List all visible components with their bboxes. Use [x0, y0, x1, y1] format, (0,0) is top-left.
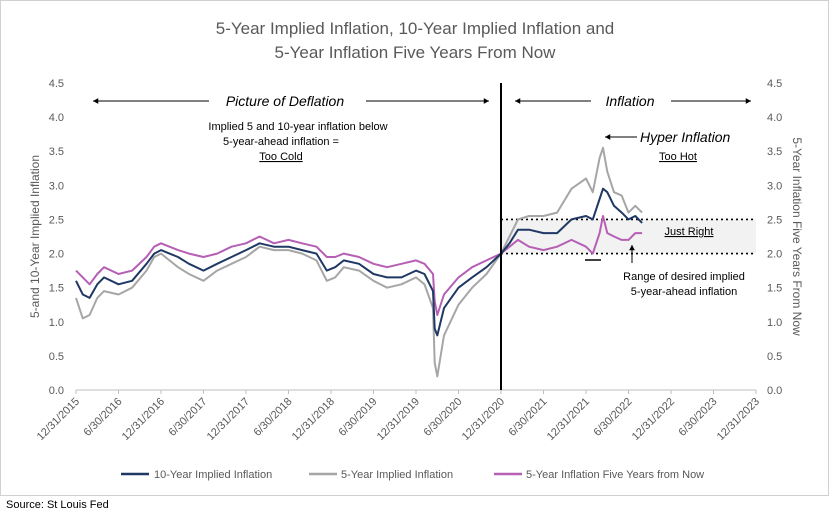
- y-tick-right: 4.0: [767, 112, 782, 124]
- x-tick-label: 6/30/2022: [592, 396, 635, 439]
- y-tick-left: 1.0: [49, 317, 64, 329]
- y-tick-left: 1.5: [49, 283, 64, 295]
- y-axis-title-right: 5-Year Inflation Five Years From Now: [790, 137, 804, 336]
- y-axis-title-left: 5-and 10-Year Implied Inflation: [28, 155, 42, 318]
- x-tick-label: 12/31/2015: [35, 396, 82, 443]
- too-cold-line2: 5-year-ahead inflation =: [223, 136, 339, 148]
- legend-label-10y: 10-Year Implied Inflation: [154, 469, 272, 481]
- chart-frame: 5-Year Implied Inflation, 10-Year Implie…: [0, 0, 829, 496]
- chart-title-line2: 5-Year Inflation Five Years From Now: [275, 43, 557, 62]
- x-tick-label: 12/31/2018: [290, 396, 337, 443]
- inflation-chart: 5-Year Implied Inflation, 10-Year Implie…: [28, 19, 804, 481]
- x-tick-label: 6/30/2020: [422, 396, 465, 439]
- x-tick-label: 12/31/2021: [545, 396, 592, 443]
- range-line2: 5-year-ahead inflation: [631, 286, 737, 298]
- just-right-band: [501, 219, 756, 254]
- range-arrow-up-head: [629, 245, 635, 251]
- y-tick-left: 0.0: [49, 385, 64, 397]
- just-right-label: Just Right: [665, 226, 714, 238]
- x-tick-label: 12/31/2022: [630, 396, 677, 443]
- y-tick-right: 0.5: [767, 351, 782, 363]
- hyper-inflation-label: Hyper Inflation: [640, 129, 730, 145]
- range-line1: Range of desired implied: [623, 271, 745, 283]
- series-line-2: [75, 215, 643, 316]
- inflation-label: Inflation: [605, 93, 654, 109]
- y-tick-right: 3.5: [767, 146, 782, 158]
- too-hot-label: Too Hot: [659, 151, 697, 163]
- y-tick-right: 1.0: [767, 317, 782, 329]
- x-tick-label: 6/30/2023: [677, 396, 720, 439]
- deflation-label: Picture of Deflation: [226, 93, 344, 109]
- y-tick-right: 4.5: [767, 78, 782, 90]
- x-tick-label: 6/30/2019: [337, 396, 380, 439]
- y-tick-right: 3.0: [767, 180, 782, 192]
- x-tick-label: 12/31/2023: [715, 396, 762, 443]
- y-tick-left: 0.5: [49, 351, 64, 363]
- too-cold-line3: Too Cold: [259, 151, 302, 163]
- inflation-arrow-left-head: [515, 98, 521, 104]
- x-tick-label: 6/30/2018: [252, 396, 295, 439]
- legend-label-5y5y: 5-Year Inflation Five Years from Now: [526, 469, 704, 481]
- y-tick-left: 4.5: [49, 78, 64, 90]
- y-tick-right: 2.5: [767, 214, 782, 226]
- x-tick-label: 12/31/2020: [460, 396, 507, 443]
- hyper-arrow-head: [605, 134, 611, 140]
- y-tick-right: 0.0: [767, 385, 782, 397]
- y-tick-left: 2.0: [49, 249, 64, 261]
- x-tick-label: 6/30/2017: [167, 396, 210, 439]
- too-cold-line1: Implied 5 and 10-year inflation below: [208, 121, 387, 133]
- y-tick-left: 2.5: [49, 214, 64, 226]
- x-tick-label: 12/31/2016: [120, 396, 167, 443]
- x-tick-label: 12/31/2017: [205, 396, 252, 443]
- inflation-arrow-right-head: [745, 98, 751, 104]
- x-tick-label: 12/31/2019: [375, 396, 422, 443]
- deflation-arrow-left-head: [93, 98, 99, 104]
- x-tick-label: 6/30/2016: [82, 396, 125, 439]
- x-tick-label: 6/30/2021: [507, 396, 550, 439]
- legend-label-5y: 5-Year Implied Inflation: [341, 469, 453, 481]
- chart-title-line1: 5-Year Implied Inflation, 10-Year Implie…: [216, 19, 615, 38]
- deflation-arrow-right-head: [483, 98, 489, 104]
- series-line-0: [75, 187, 643, 337]
- y-tick-left: 3.0: [49, 180, 64, 192]
- source-note: Source: St Louis Fed: [6, 499, 109, 511]
- series-line-1: [75, 146, 643, 378]
- y-tick-left: 3.5: [49, 146, 64, 158]
- y-tick-right: 2.0: [767, 249, 782, 261]
- y-tick-right: 1.5: [767, 283, 782, 295]
- y-tick-left: 4.0: [49, 112, 64, 124]
